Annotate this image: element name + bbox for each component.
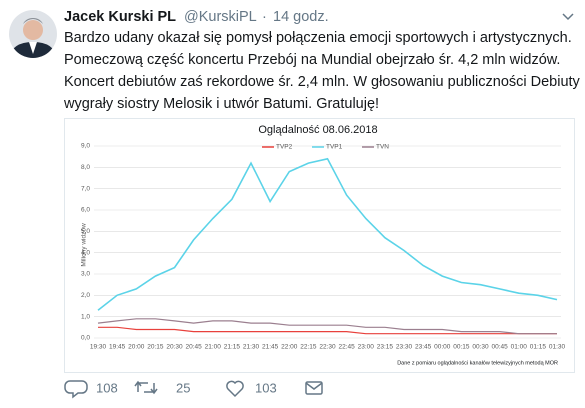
x-tick-label: 20:45 — [185, 344, 202, 351]
x-tick-label: 23:15 — [377, 344, 394, 351]
like-count: 103 — [255, 380, 277, 395]
reply-count: 108 — [96, 380, 118, 395]
y-tick-label: 9,0 — [81, 143, 90, 150]
y-tick-label: 4,0 — [81, 249, 90, 256]
x-tick-label: 21:15 — [224, 344, 241, 351]
message-button[interactable] — [305, 381, 323, 395]
x-tick-label: 19:45 — [109, 344, 126, 351]
retweet-icon — [144, 383, 158, 395]
message-icon — [305, 382, 323, 390]
x-tick-label: 19:30 — [90, 344, 107, 351]
tweet-text: Bardzo udany okazał się pomysł połączeni… — [64, 30, 572, 46]
reply-icon — [64, 380, 88, 399]
retweet-icon — [134, 380, 148, 392]
tweet-text: Pomeczową część koncertu Przebój na Mund… — [64, 52, 560, 68]
series-line — [98, 326, 557, 335]
y-tick-label: 2,0 — [81, 292, 90, 299]
x-tick-label: 00:15 — [453, 344, 470, 351]
x-tick-label: 22:45 — [338, 344, 355, 351]
separator: · — [262, 9, 267, 25]
x-tick-label: 01:00 — [511, 344, 528, 351]
x-tick-label: 23:00 — [358, 344, 375, 351]
y-tick-label: 3,0 — [81, 271, 90, 278]
x-tick-label: 23:30 — [396, 344, 413, 351]
x-tick-label: 00:45 — [491, 344, 508, 351]
x-tick-label: 00:00 — [434, 344, 451, 351]
series-line — [97, 157, 558, 311]
y-tick-label: 1,0 — [81, 313, 90, 320]
x-tick-label: 21:30 — [243, 344, 260, 351]
y-tick-label: 6,0 — [81, 207, 90, 214]
x-tick-label: 22:30 — [319, 344, 336, 351]
tweet-text: wygrały siostry Melosik i utwór Batumi. … — [63, 96, 379, 112]
y-tick-label: 7,0 — [81, 185, 90, 192]
menu-caret[interactable] — [562, 13, 574, 21]
x-tick-label: 20:15 — [147, 344, 164, 351]
reply-button[interactable] — [64, 380, 88, 399]
retweet-count: 25 — [176, 380, 190, 395]
legend-label: TVN — [376, 144, 389, 151]
author[interactable]: Jacek Kurski PL — [64, 9, 176, 25]
message-icon — [305, 381, 323, 395]
chart-title: Oglądalność 08.06.2018 — [258, 124, 377, 136]
x-tick-label: 23:45 — [415, 344, 432, 351]
like-button[interactable] — [226, 380, 244, 398]
y-axis-label: Miliony widzów — [81, 223, 88, 267]
y-tick-label: 5,0 — [81, 228, 90, 235]
avatar[interactable] — [9, 10, 57, 58]
retweet-button[interactable] — [134, 380, 158, 395]
x-tick-label: 22:00 — [281, 344, 298, 351]
x-tick-label: 22:15 — [300, 344, 317, 351]
tweet-text: Koncert debiutów zaś rekordowe śr. 2,4 m… — [64, 74, 581, 90]
series-line — [97, 318, 557, 335]
x-tick-label: 00:30 — [472, 344, 489, 351]
x-tick-label: 21:00 — [205, 344, 222, 351]
y-tick-label: 0,0 — [81, 335, 90, 342]
x-tick-label: 20:30 — [166, 344, 183, 351]
x-tick-label: 01:15 — [530, 344, 547, 351]
time[interactable]: 14 godz. — [273, 9, 329, 25]
x-tick-label: 20:00 — [128, 344, 145, 351]
x-tick-label: 01:30 — [549, 344, 566, 351]
legend-label: TVP2 — [276, 144, 293, 151]
x-tick-label: 21:45 — [262, 344, 279, 351]
handle[interactable]: @KurskiPL — [184, 9, 257, 25]
y-tick-label: 8,0 — [81, 164, 90, 171]
chart-note: Dane z pomiaru oglądalności kanałów tele… — [397, 360, 558, 366]
legend-label: TVP1 — [326, 144, 343, 151]
chart-frame[interactable] — [64, 118, 575, 373]
